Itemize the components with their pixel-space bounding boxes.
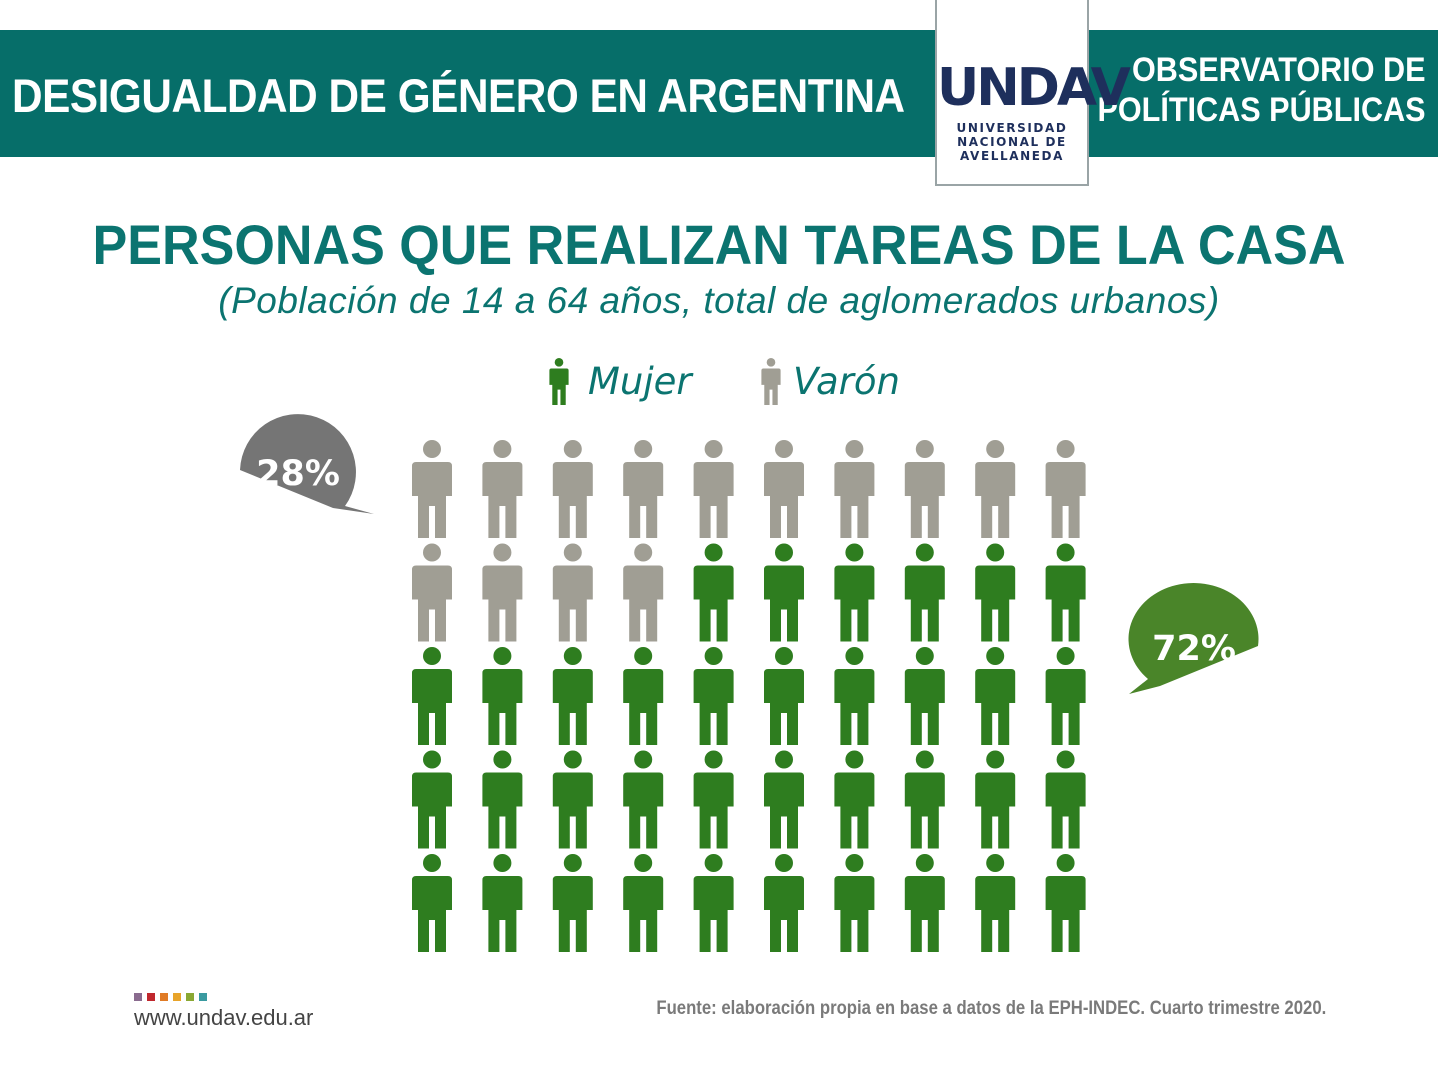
icon-grid (412, 440, 1086, 952)
icon-mujer (975, 854, 1016, 952)
brand-dot (134, 993, 142, 1001)
icon-mujer (904, 647, 945, 745)
footer-url[interactable]: www.undav.edu.ar (134, 1005, 314, 1030)
bubble-mujer-shape (1128, 583, 1259, 694)
icon-varon (552, 543, 593, 642)
icon-mujer (834, 543, 875, 642)
icon-varon (552, 440, 593, 538)
icon-mujer (764, 647, 804, 745)
person-icon (549, 358, 569, 406)
icon-varon (623, 440, 664, 538)
icon-mujer (1045, 543, 1086, 642)
brand-dot (173, 993, 181, 1001)
icon-varon (834, 440, 875, 538)
icon-mujer (482, 854, 523, 952)
observatorio-line2: POLÍTICAS PÚBLICAS (1097, 91, 1426, 129)
footer-source: Fuente: elaboración propia en base a dat… (656, 998, 1326, 1019)
icon-mujer (412, 647, 452, 745)
icon-mujer (552, 854, 593, 952)
icon-varon (693, 440, 734, 538)
icon-mujer (412, 750, 452, 849)
logo-sub-line2: NACIONAL DE (957, 135, 1067, 149)
chart-title: PERSONAS QUE REALIZAN TAREAS DE LA CASA (92, 213, 1346, 276)
icon-varon (1045, 440, 1086, 538)
icon-mujer (975, 750, 1016, 849)
brand-dot (160, 993, 168, 1001)
brand-dot (147, 993, 155, 1001)
icon-mujer (764, 750, 804, 849)
icon-mujer (552, 750, 593, 849)
icon-mujer (975, 543, 1016, 642)
icon-mujer (1045, 647, 1086, 745)
bubble-varon-label: 28% (256, 454, 340, 494)
person-icon (761, 358, 781, 406)
icon-mujer (623, 750, 664, 849)
logo-sub-line1: UNIVERSIDAD (956, 121, 1068, 135)
icon-varon (623, 543, 664, 642)
icon-mujer (904, 543, 945, 642)
bubble-mujer-label: 72% (1152, 629, 1236, 669)
icon-mujer (975, 647, 1016, 745)
icon-mujer (764, 543, 804, 642)
icon-varon (412, 440, 452, 538)
banner-title: DESIGUALDAD DE GÉNERO EN ARGENTINA (12, 69, 905, 122)
icon-varon (764, 440, 804, 538)
icon-mujer (482, 750, 523, 849)
legend: Mujer Varón (0, 358, 1438, 408)
icon-mujer (904, 750, 945, 849)
icon-mujer (834, 647, 875, 745)
icon-varon (975, 440, 1016, 538)
icon-mujer (764, 854, 804, 952)
icon-mujer (412, 854, 452, 952)
icon-mujer (552, 647, 593, 745)
bubble-varon: 28% (240, 414, 374, 514)
legend-label-varon: Varón (793, 360, 900, 403)
undav-logo: UNDAV UNIVERSIDAD NACIONAL DE AVELLANEDA (935, 0, 1131, 186)
icon-varon (482, 440, 523, 538)
icon-varon (482, 543, 523, 642)
icon-mujer (1045, 750, 1086, 849)
header-banner: DESIGUALDAD DE GÉNERO EN ARGENTINA OBSER… (0, 30, 1438, 157)
bubble-mujer: 72% (1128, 583, 1259, 694)
icon-mujer (623, 647, 664, 745)
icon-mujer (482, 647, 523, 745)
icon-mujer (693, 543, 734, 642)
chart-subtitle: (Población de 14 a 64 años, total de agl… (218, 280, 1220, 321)
icon-mujer (834, 854, 875, 952)
icon-mujer (834, 750, 875, 849)
observatorio-line1: OBSERVATORIO DE (1132, 51, 1426, 89)
logo-subtitle: UNIVERSIDAD NACIONAL DE AVELLANEDA (937, 121, 1087, 163)
logo-sub-line3: AVELLANEDA (959, 149, 1065, 163)
icon-mujer (693, 750, 734, 849)
bubble-varon-shape (240, 414, 374, 514)
icon-mujer (623, 854, 664, 952)
icon-varon (412, 543, 452, 642)
legend-label-mujer: Mujer (588, 360, 692, 403)
observatorio-label: OBSERVATORIO DE POLÍTICAS PÚBLICAS (1098, 50, 1426, 130)
icon-mujer (693, 854, 734, 952)
icon-mujer (693, 647, 734, 745)
brand-dot (186, 993, 194, 1001)
brand-dot (199, 993, 207, 1001)
icon-mujer (904, 854, 945, 952)
icon-mujer (1045, 854, 1086, 952)
icon-varon (904, 440, 945, 538)
